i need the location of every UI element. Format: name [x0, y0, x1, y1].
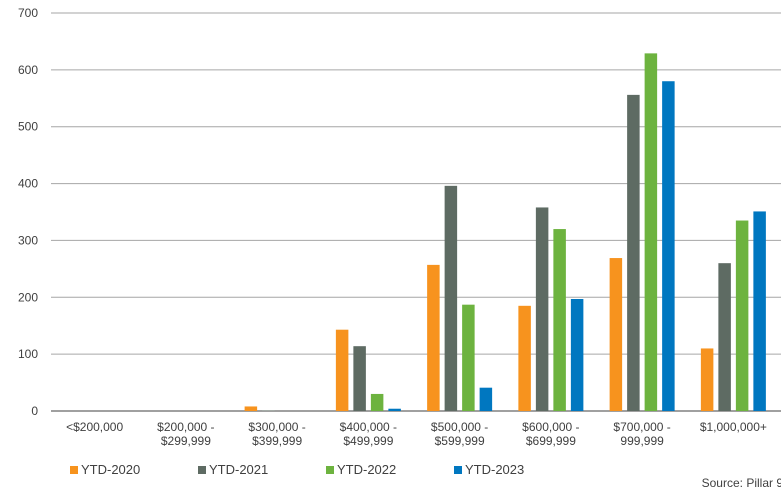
y-tick-label: 600: [18, 63, 38, 77]
bars: [244, 53, 766, 412]
bar: [335, 329, 349, 411]
bar: [609, 258, 623, 411]
x-tick-label: $400,000 -$499,999: [340, 420, 397, 448]
source-note: Source: Pillar 9: [701, 476, 781, 490]
legend-swatch: [198, 465, 206, 474]
bar: [718, 263, 731, 411]
legend-item: YTD-2021: [198, 462, 326, 477]
legend-label: YTD-2023: [465, 462, 525, 477]
bar: [244, 406, 258, 411]
bar: [479, 387, 493, 411]
x-tick-label: $1,000,000+: [700, 420, 767, 434]
x-tick-label: $700,000 -999,999: [613, 420, 670, 448]
bar: [700, 348, 714, 411]
legend-label: YTD-2020: [81, 462, 141, 477]
bar: [353, 346, 366, 411]
bar: [735, 220, 749, 411]
y-axis-ticks: 0 100 200 300 400 500 600 700: [18, 6, 38, 418]
y-tick-label: 200: [18, 290, 38, 304]
bar: [753, 211, 766, 411]
x-tick-label: $600,000 -$699,999: [522, 420, 579, 448]
x-axis-ticks: <$200,000 $200,000 -$299,999 $300,000 -$39…: [66, 420, 767, 448]
x-tick-label: <$200,000: [66, 420, 123, 434]
x-tick-label: $200,000 -$299,999: [157, 420, 214, 448]
y-tick-label: 700: [18, 6, 38, 20]
y-tick-label: 400: [18, 177, 38, 191]
bar: [518, 305, 531, 411]
bar: [662, 81, 675, 411]
y-tick-label: 300: [18, 233, 38, 247]
bar: [444, 185, 458, 411]
y-tick-label: 500: [18, 120, 38, 134]
bar: [644, 53, 658, 412]
bar: [627, 94, 640, 412]
bar: [553, 229, 566, 411]
legend-swatch: [70, 465, 78, 474]
bar: [388, 408, 401, 411]
legend: YTD-2020 YTD-2021 YTD-2022 YTD-2023: [70, 462, 564, 477]
legend-swatch: [454, 465, 462, 474]
bar: [462, 304, 475, 411]
y-tick-label: 100: [18, 347, 38, 361]
bar: [427, 264, 440, 411]
bar: [262, 410, 275, 411]
legend-label: YTD-2021: [209, 462, 269, 477]
legend-item: YTD-2022: [326, 462, 454, 477]
gridlines: [51, 12, 781, 412]
legend-item: YTD-2023: [454, 462, 564, 477]
bar: [570, 298, 584, 411]
legend-label: YTD-2022: [337, 462, 397, 477]
y-tick-label: 0: [31, 404, 38, 418]
x-tick-label: $300,000 -$399,999: [248, 420, 305, 448]
bar: [370, 393, 384, 411]
bar: [535, 207, 549, 411]
legend-item: YTD-2020: [70, 462, 198, 477]
x-tick-label: $500,000 -$599,999: [431, 420, 488, 448]
legend-swatch: [326, 465, 334, 474]
